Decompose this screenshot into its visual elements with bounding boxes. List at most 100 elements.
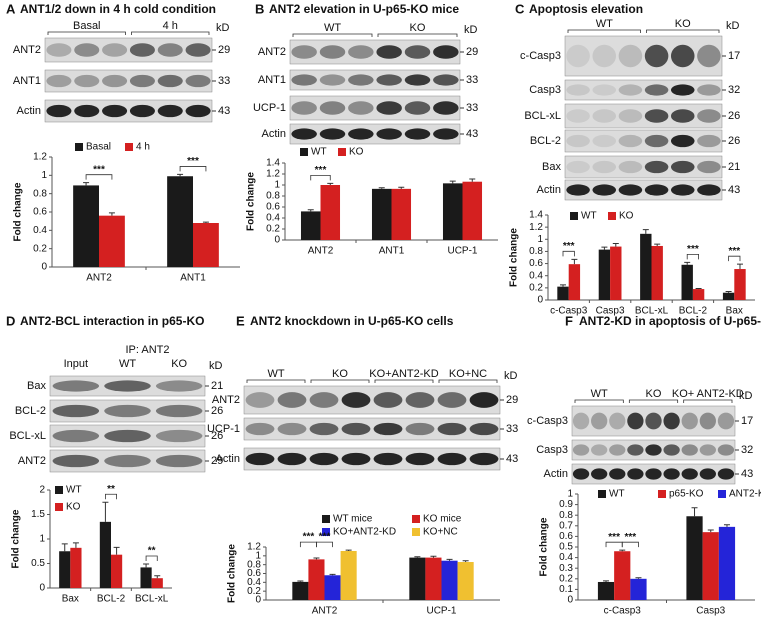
y-tick-label: 0.8 xyxy=(247,559,261,570)
blot-row-label: ANT2 xyxy=(212,394,240,406)
significance-label: *** xyxy=(687,244,699,255)
blot-band xyxy=(74,43,100,57)
kd-label: 26 xyxy=(728,135,740,147)
legend-label: KO xyxy=(66,502,81,513)
bar xyxy=(70,547,82,588)
blot-band xyxy=(592,84,617,96)
bar xyxy=(99,521,111,588)
significance-label: *** xyxy=(93,164,105,175)
blot-band xyxy=(319,128,346,140)
bar xyxy=(292,581,309,600)
blot-band xyxy=(319,101,346,115)
kd-label: 26 xyxy=(728,110,740,122)
blot-band xyxy=(591,412,608,430)
significance-bracket xyxy=(299,541,317,548)
group-bracket xyxy=(683,399,733,403)
blot-band xyxy=(433,74,459,86)
blot-row-label: Actin xyxy=(262,128,286,140)
error-bar xyxy=(307,209,314,212)
legend-label: 4 h xyxy=(136,142,150,153)
blot-band xyxy=(717,412,735,430)
panel-title: ANT2-KD in apoptosis of U-p65-KO cells xyxy=(579,314,761,328)
blot-band xyxy=(618,184,643,196)
bar xyxy=(640,233,652,300)
error-bar xyxy=(313,557,320,560)
y-tick-label: 0.4 xyxy=(559,552,573,563)
kd-unit: kD xyxy=(726,20,740,32)
group-label: KO xyxy=(171,358,187,370)
legend-swatch xyxy=(125,143,133,151)
blot-band xyxy=(670,109,695,123)
blot-band xyxy=(681,468,698,480)
blot-band xyxy=(405,422,435,436)
blot-row-label: ANT2 xyxy=(13,44,41,56)
group-bracket xyxy=(646,29,720,33)
blot-band xyxy=(670,84,695,96)
error-bar xyxy=(83,182,90,186)
blot-band xyxy=(469,392,499,408)
y-tick-label: 2 xyxy=(39,485,45,496)
blot-band xyxy=(104,380,151,392)
kd-label: 32 xyxy=(728,84,740,96)
blot-band xyxy=(376,101,402,115)
blot-band xyxy=(609,412,626,430)
y-tick-label: 0.6 xyxy=(529,258,543,269)
significance-label: ** xyxy=(148,546,156,557)
y-tick-label: 0 xyxy=(39,583,45,594)
group-label: WT xyxy=(591,388,608,400)
y-tick-label: 0.4 xyxy=(529,270,543,281)
blot-band xyxy=(566,184,590,196)
legend-swatch xyxy=(55,503,63,511)
x-tick-label: ANT2 xyxy=(312,606,338,617)
blot-band xyxy=(74,104,100,118)
blot-band xyxy=(592,44,617,68)
bar xyxy=(692,289,705,300)
y-tick-label: 0.8 xyxy=(33,188,47,199)
group-label: WT xyxy=(267,368,284,380)
blot-row-label: UCP-1 xyxy=(253,102,286,114)
bar xyxy=(598,249,611,300)
blot-band xyxy=(618,134,643,148)
y-tick-label: 0.8 xyxy=(266,191,280,202)
legend-label: WT xyxy=(311,147,327,158)
error-bar xyxy=(691,507,698,517)
significance-label: *** xyxy=(608,532,620,543)
error-bar xyxy=(61,543,68,552)
blot-band xyxy=(618,160,643,174)
significance-label: *** xyxy=(728,246,740,257)
blot-band xyxy=(341,452,371,466)
kd-label: 29 xyxy=(506,394,518,406)
blot-band xyxy=(645,444,662,456)
error-bar xyxy=(430,555,437,558)
panel-title: Apoptosis elevation xyxy=(529,2,643,16)
legend-label: WT mice xyxy=(333,514,373,525)
kd-label: 43 xyxy=(506,453,518,465)
y-tick-label: 0 xyxy=(41,262,47,273)
panel-label: C xyxy=(515,1,525,16)
legend-swatch xyxy=(570,212,578,220)
significance-label: *** xyxy=(625,532,637,543)
y-tick-label: 1 xyxy=(567,489,573,500)
blot-band xyxy=(155,429,203,443)
group-bracket xyxy=(246,379,306,383)
group-label: KO+ANT2-KD xyxy=(369,368,438,380)
legend-swatch xyxy=(598,490,606,498)
bar xyxy=(614,551,631,600)
group-bracket xyxy=(131,31,210,35)
blot-band xyxy=(129,104,155,118)
kd-label: 21 xyxy=(211,380,223,392)
bar xyxy=(99,215,125,267)
blot-band xyxy=(52,454,100,468)
blot-band xyxy=(670,44,695,68)
error-bar xyxy=(143,563,150,568)
blot-band xyxy=(104,429,151,443)
x-tick-label: ANT1 xyxy=(180,273,206,284)
error-bar xyxy=(723,524,730,527)
blot-row-label: c-Casp3 xyxy=(520,50,561,62)
blot-band xyxy=(717,468,735,480)
bar xyxy=(140,567,152,588)
blot-band xyxy=(373,452,403,466)
blot-band xyxy=(245,392,275,408)
blot-band xyxy=(591,444,608,456)
blot-band xyxy=(157,104,183,118)
